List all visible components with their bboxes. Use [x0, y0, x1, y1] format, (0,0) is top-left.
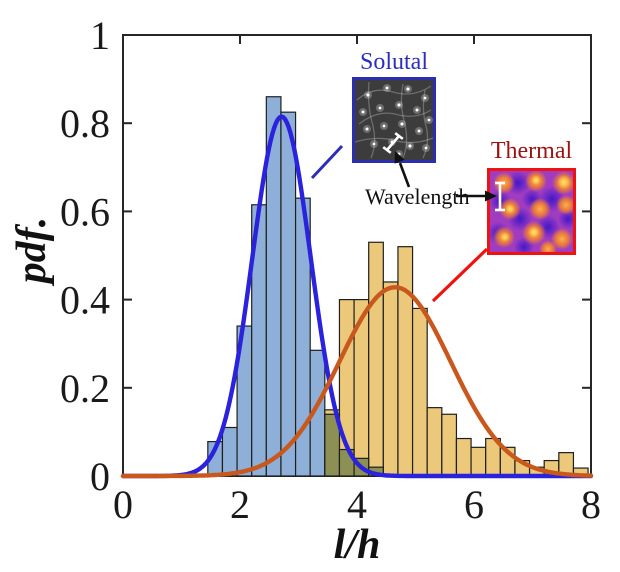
histogram-bar [368, 241, 384, 477]
x-tick-label: 6 [464, 482, 484, 527]
y-tick-label: 0 [90, 454, 110, 499]
histogram-bar [411, 307, 428, 477]
solutal-inset-texture [355, 80, 433, 160]
x-tick-label: 4 [347, 482, 367, 527]
y-tick-label: 0.4 [60, 278, 110, 323]
x-tick-label: 2 [230, 482, 250, 527]
histogram-bar [324, 413, 341, 477]
x-axis-label: l/h [333, 522, 381, 568]
solutal-inset-image [352, 77, 436, 163]
y-tick-label: 0.2 [60, 366, 110, 411]
histogram-bar [470, 446, 487, 477]
y-tick-label: 1 [90, 13, 110, 58]
histogram-bars [207, 96, 589, 477]
thermal-inset-image [487, 168, 576, 255]
thermal-inset-label: Thermal [490, 138, 573, 164]
thermal-inset-texture [490, 171, 573, 252]
histogram-bar [397, 246, 414, 477]
histogram-bar [382, 281, 399, 477]
thermal-fit-curve [120, 285, 594, 479]
histogram-bar [221, 426, 238, 477]
solutal-inset-label: Solutal [359, 49, 428, 75]
histogram-bar [441, 413, 458, 477]
solutal-fit-curve [120, 114, 594, 479]
wavelength-label: Wavelength [365, 184, 470, 209]
y-axis-label: pdf. [9, 216, 55, 284]
y-tick-label: 0.6 [60, 189, 110, 234]
x-tick-label: 0 [113, 482, 133, 527]
y-tick-label: 0.8 [60, 101, 110, 146]
histogram-bar [280, 111, 297, 477]
histogram-bar [455, 437, 472, 477]
histogram-bar [426, 407, 443, 477]
x-tick-label: 8 [581, 482, 601, 527]
